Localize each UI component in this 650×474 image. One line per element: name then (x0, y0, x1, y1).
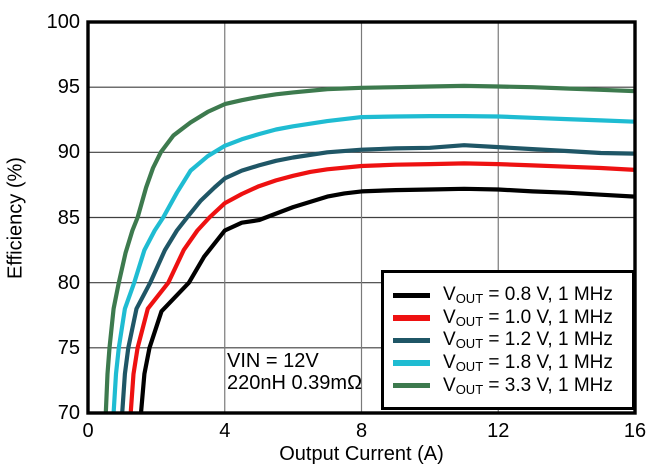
y-tick-label-100: 100 (46, 11, 80, 33)
x-tick-label-4: 4 (219, 420, 231, 442)
legend-label-vout-1v0: VOUT = 1.0 V, 1 MHz (443, 306, 613, 329)
legend-label-vout-1v2: VOUT = 1.2 V, 1 MHz (443, 329, 613, 352)
legend-row-vout-3v3: VOUT = 3.3 V, 1 MHz (393, 374, 632, 397)
plot-frame (86, 20, 637, 415)
annotation-line-inductor: 220nH 0.39mΩ (227, 372, 363, 394)
legend-swatch-vout-1v8 (393, 360, 430, 366)
x-tick-label-12: 12 (487, 420, 510, 442)
legend-row-vout-1v8: VOUT = 1.8 V, 1 MHz (393, 352, 632, 375)
curve-vout-1v2 (120, 143, 636, 414)
legend-rows: VOUT = 0.8 V, 1 MHz VOUT = 1.0 V, 1 MHz VO… (393, 284, 632, 397)
legend-swatch-vout-1v0 (393, 315, 430, 321)
annotation-line-vin: VIN = 12V (227, 350, 319, 372)
x-axis-title: Output Current (A) (279, 443, 444, 465)
conditions-annotation: VIN = 12V 220nH 0.39mΩ (227, 350, 362, 394)
legend-label-vout-0v8: VOUT = 0.8 V, 1 MHz (443, 284, 613, 307)
y-tick-label-80: 80 (57, 271, 80, 294)
y-tick-label-70: 70 (57, 402, 80, 424)
y-tick-label-85: 85 (57, 206, 80, 229)
legend-swatch-vout-1v2 (393, 337, 430, 344)
x-tick-label-8: 8 (355, 420, 368, 442)
legend-row-vout-1v0: VOUT = 1.0 V, 1 MHz (393, 307, 632, 330)
curve-vout-1v8 (111, 113, 636, 414)
legend-row-vout-1v2: VOUT = 1.2 V, 1 MHz (393, 329, 632, 352)
y-tick-label-90: 90 (57, 141, 80, 164)
y-tick-label-95: 95 (57, 76, 80, 99)
legend: VOUT = 0.8 V, 1 MHz VOUT = 1.0 V, 1 MHz VO… (381, 270, 635, 410)
curve-vout-3v3 (103, 83, 636, 414)
legend-label-vout-1v8: VOUT = 1.8 V, 1 MHz (443, 352, 613, 375)
x-tick-label-0: 0 (82, 420, 94, 442)
curve-vout-1v0 (128, 161, 636, 414)
legend-label-vout-3v3: VOUT = 3.3 V, 1 MHz (443, 374, 613, 397)
x-tick-label-16: 16 (623, 420, 647, 442)
legend-row-vout-0v8: VOUT = 0.8 V, 1 MHz (393, 284, 632, 307)
legend-swatch-vout-3v3 (393, 382, 430, 389)
y-axis-title: Efficiency (%) (4, 157, 27, 279)
legend-swatch-vout-0v8 (393, 292, 430, 299)
curve-vout-0v8 (138, 186, 636, 414)
y-tick-label-75: 75 (57, 336, 80, 359)
